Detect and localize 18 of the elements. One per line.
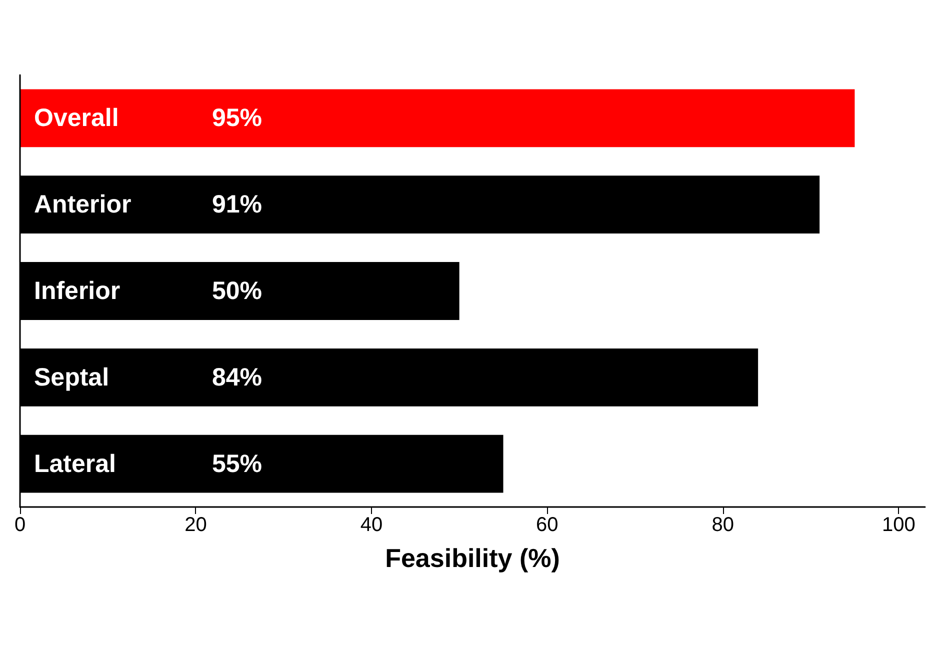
x-tick-label: 100 xyxy=(882,514,916,536)
x-tick-label: 60 xyxy=(536,514,558,536)
y-tick-label: Anterior xyxy=(34,190,132,219)
x-axis-title: Feasibility (%) xyxy=(385,543,560,573)
data-label: 91% xyxy=(212,190,262,219)
x-tick-label: 0 xyxy=(14,514,26,536)
data-label: 95% xyxy=(212,104,262,132)
bar xyxy=(20,89,855,148)
y-tick-label: Lateral xyxy=(34,450,116,478)
x-tick-label: 80 xyxy=(712,514,734,536)
y-tick-label: Overall xyxy=(34,104,119,132)
x-tick-label: 40 xyxy=(360,514,383,536)
y-tick-label: Inferior xyxy=(34,277,120,305)
y-tick-label: Septal xyxy=(34,363,110,392)
data-label: 55% xyxy=(212,450,262,478)
data-label: 84% xyxy=(212,363,262,392)
x-tick-label: 20 xyxy=(184,514,207,536)
data-label: 50% xyxy=(212,277,262,305)
